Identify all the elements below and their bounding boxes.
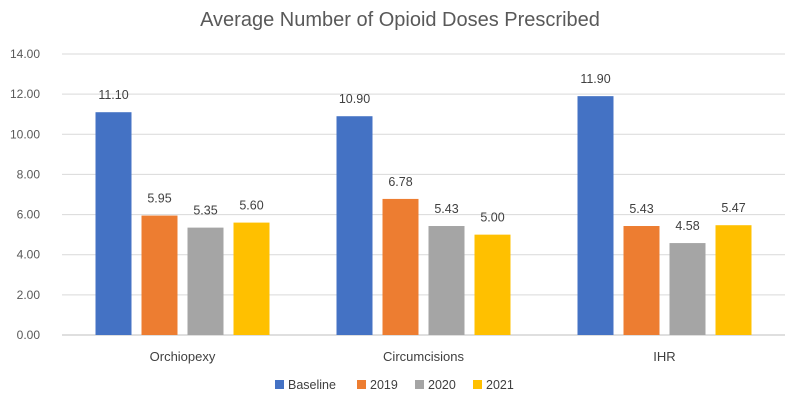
legend-label: Baseline [288,378,336,392]
legend-label: 2021 [486,378,514,392]
data-label: 6.78 [388,175,412,189]
bar-2019-orchiopexy [141,215,178,335]
legend-swatch-2021 [473,380,482,389]
data-label: 11.90 [580,72,610,86]
data-labels: 11.10 5.95 5.35 5.60 10.90 6.78 5.43 5.00 11.90 5… [98,72,745,233]
bar-2021-ihr [715,225,752,335]
data-label: 11.10 [98,88,128,102]
bar-2020-circumcisions [428,226,465,335]
y-tick-label: 2.00 [17,288,41,302]
data-label: 4.58 [675,219,699,233]
bar-baseline-ihr [577,96,614,336]
bar-baseline-circumcisions [336,116,373,335]
y-tick-label: 12.00 [10,87,40,101]
data-label: 5.43 [629,202,653,216]
bar-2021-circumcisions [474,234,511,335]
data-label: 5.47 [721,201,745,215]
y-tick-label: 4.00 [17,248,41,262]
bar-2019-ihr [623,226,660,335]
y-tick-label: 10.00 [10,127,40,141]
y-axis-ticks: 0.00 2.00 4.00 6.00 8.00 10.00 12.00 14.00 [10,47,40,342]
category-label: IHR [653,349,675,364]
y-tick-label: 6.00 [17,208,41,222]
gridlines [62,53,785,336]
y-tick-label: 0.00 [17,328,41,342]
bars [95,96,752,336]
data-label: 5.95 [147,192,171,206]
y-tick-label: 8.00 [17,167,41,181]
data-label: 5.60 [239,199,263,213]
data-label: 10.90 [339,92,370,106]
legend-swatch-2020 [415,380,424,389]
bar-2021-orchiopexy [233,222,270,335]
legend-swatch-2019 [357,380,366,389]
data-label: 5.00 [480,211,504,225]
x-axis-categories: Orchiopexy Circumcisions IHR [150,349,676,364]
bar-2019-circumcisions [382,198,419,335]
category-label: Circumcisions [383,349,464,364]
data-label: 5.35 [193,204,217,218]
category-label: Orchiopexy [150,349,216,364]
legend-label: 2020 [428,378,456,392]
legend: Baseline 2019 2020 2021 [275,378,514,392]
legend-label: 2019 [370,378,398,392]
bar-2020-ihr [669,243,706,335]
bar-2020-orchiopexy [187,227,224,335]
chart-title: Average Number of Opioid Doses Prescribe… [200,9,600,31]
legend-swatch-baseline [275,380,284,389]
bar-baseline-orchiopexy [95,112,132,335]
data-label: 5.43 [434,202,458,216]
y-tick-label: 14.00 [10,47,40,61]
